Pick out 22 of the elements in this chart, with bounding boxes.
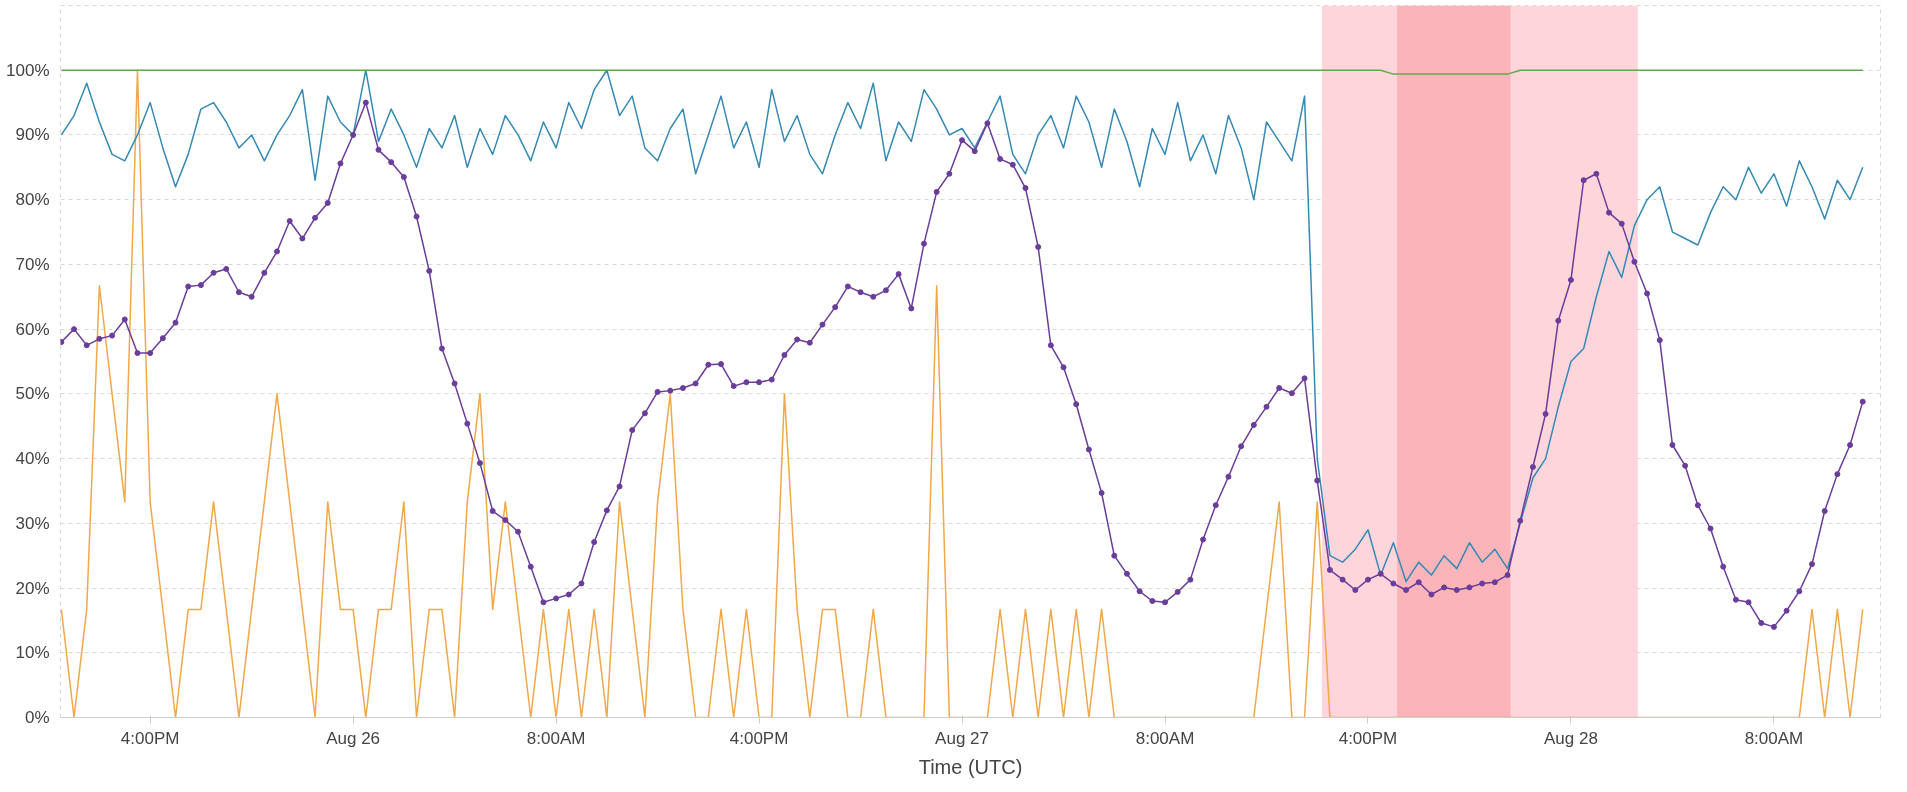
x-tick-label: 4:00PM xyxy=(1338,728,1398,748)
y-tick-label: 40% xyxy=(15,449,50,469)
y-tick-label: 20% xyxy=(15,578,50,598)
y-tick-label: 0% xyxy=(24,708,50,727)
y-tick-label: 80% xyxy=(15,190,50,210)
x-tick-label: Aug 26 xyxy=(326,728,381,748)
x-tick-label: 8:00AM xyxy=(526,728,586,748)
x-tick-label: 4:00PM xyxy=(120,728,180,748)
y-tick-label: 70% xyxy=(15,254,50,274)
y-tick-label: 60% xyxy=(15,319,50,339)
y-tick-label: 30% xyxy=(15,513,50,533)
y-tick-label: 50% xyxy=(15,384,50,404)
y-tick-label: 90% xyxy=(15,125,50,145)
x-tick-label: Aug 27 xyxy=(935,728,989,748)
x-tick-label: 8:00AM xyxy=(1135,728,1195,748)
line-series xyxy=(60,69,1864,718)
x-tick-label: Aug 28 xyxy=(1544,728,1598,748)
x-tick-label: 8:00AM xyxy=(1744,728,1804,748)
x-axis-title: Time (UTC) xyxy=(918,755,1023,778)
x-tick-label: 4:00PM xyxy=(729,728,789,748)
y-tick-label: 100% xyxy=(6,60,50,80)
y-tick-label: 10% xyxy=(15,643,50,663)
